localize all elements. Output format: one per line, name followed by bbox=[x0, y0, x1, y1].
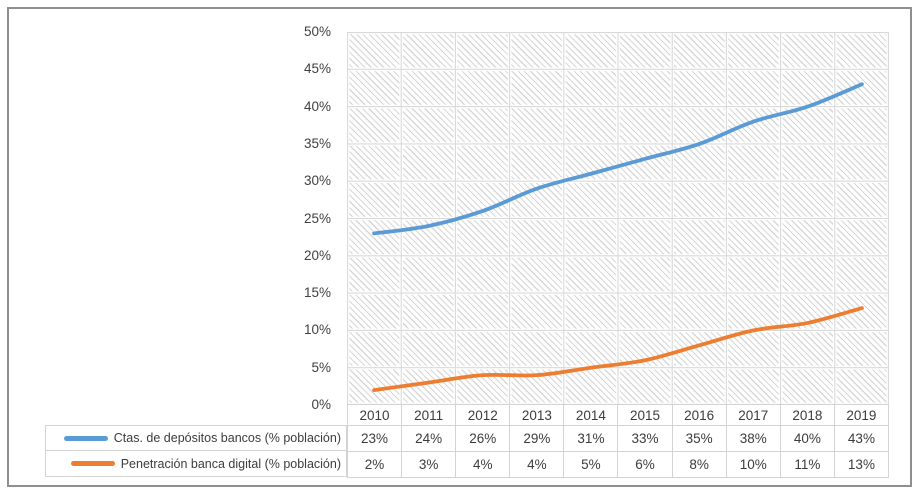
y-axis-tick-label: 10% bbox=[303, 322, 331, 338]
table-value-series-1: 2% bbox=[348, 452, 403, 478]
table-value-series-1: 11% bbox=[780, 452, 835, 478]
table-value-series-0: 23% bbox=[348, 426, 403, 452]
legend-line-marker-blue bbox=[63, 435, 108, 441]
legend-box: Ctas. de depósitos bancos (% población) … bbox=[45, 425, 347, 477]
table-value-series-0: 43% bbox=[834, 426, 889, 452]
y-axis-tick-label: 20% bbox=[303, 247, 331, 263]
chart-canvas bbox=[347, 32, 889, 405]
table-value-series-1: 4% bbox=[510, 452, 565, 478]
x-axis-year-label: 2018 bbox=[780, 405, 835, 426]
legend-label-deposit-accounts: Ctas. de depósitos bancos (% población) bbox=[113, 431, 341, 445]
x-axis-year-label: 2015 bbox=[618, 405, 673, 426]
x-axis-year-label: 2010 bbox=[348, 405, 403, 426]
x-axis-year-label: 2019 bbox=[834, 405, 889, 426]
table-value-series-0: 24% bbox=[402, 426, 457, 452]
y-axis-tick-label: 45% bbox=[303, 61, 331, 77]
table-value-series-1: 10% bbox=[726, 452, 781, 478]
x-axis-year-label: 2016 bbox=[672, 405, 727, 426]
x-axis-year-label: 2012 bbox=[456, 405, 511, 426]
legend-item-digital-banking: Penetración banca digital (% población) bbox=[46, 451, 346, 476]
y-axis-tick-label: 50% bbox=[303, 24, 331, 39]
series-line-1 bbox=[372, 306, 864, 392]
x-axis-year-label: 2011 bbox=[402, 405, 457, 426]
y-axis-tick-label: 25% bbox=[303, 210, 331, 226]
y-axis-tick-label: 35% bbox=[303, 135, 331, 151]
table-value-series-0: 29% bbox=[510, 426, 565, 452]
major-gridlines bbox=[347, 32, 889, 405]
table-value-series-1: 6% bbox=[618, 452, 673, 478]
series-line-0 bbox=[372, 82, 864, 236]
data-table: 2010 2011 2012 2013 2014 2015 2016 2017 2018 2019… bbox=[347, 404, 889, 478]
table-value-series-0: 26% bbox=[456, 426, 511, 452]
y-axis-tick-label: 30% bbox=[303, 173, 331, 189]
table-value-series-1: 4% bbox=[456, 452, 511, 478]
plot-area bbox=[347, 32, 889, 405]
legend-item-deposit-accounts: Ctas. de depósitos bancos (% población) bbox=[46, 426, 346, 451]
legend-line-marker-orange bbox=[70, 461, 115, 466]
table-value-series-0: 31% bbox=[564, 426, 619, 452]
legend-label-digital-banking: Penetración banca digital (% población) bbox=[120, 456, 341, 471]
x-axis-year-label: 2014 bbox=[564, 405, 619, 426]
table-value-series-1: 5% bbox=[564, 452, 619, 478]
table-value-series-0: 33% bbox=[618, 426, 673, 452]
table-value-series-1: 3% bbox=[402, 452, 457, 478]
table-value-series-0: 40% bbox=[780, 426, 835, 452]
y-axis-tick-label: 0% bbox=[311, 397, 331, 412]
x-axis-year-label: 2017 bbox=[726, 405, 781, 426]
table-value-series-0: 38% bbox=[726, 426, 781, 452]
table-value-series-0: 35% bbox=[672, 426, 727, 452]
y-axis-tick-label: 15% bbox=[303, 285, 331, 301]
table-value-series-1: 13% bbox=[834, 452, 889, 478]
y-axis-tick-label: 40% bbox=[303, 98, 331, 114]
table-value-series-1: 8% bbox=[672, 452, 727, 478]
x-axis-year-label: 2013 bbox=[510, 405, 565, 426]
y-axis-tick-label: 5% bbox=[311, 359, 331, 375]
